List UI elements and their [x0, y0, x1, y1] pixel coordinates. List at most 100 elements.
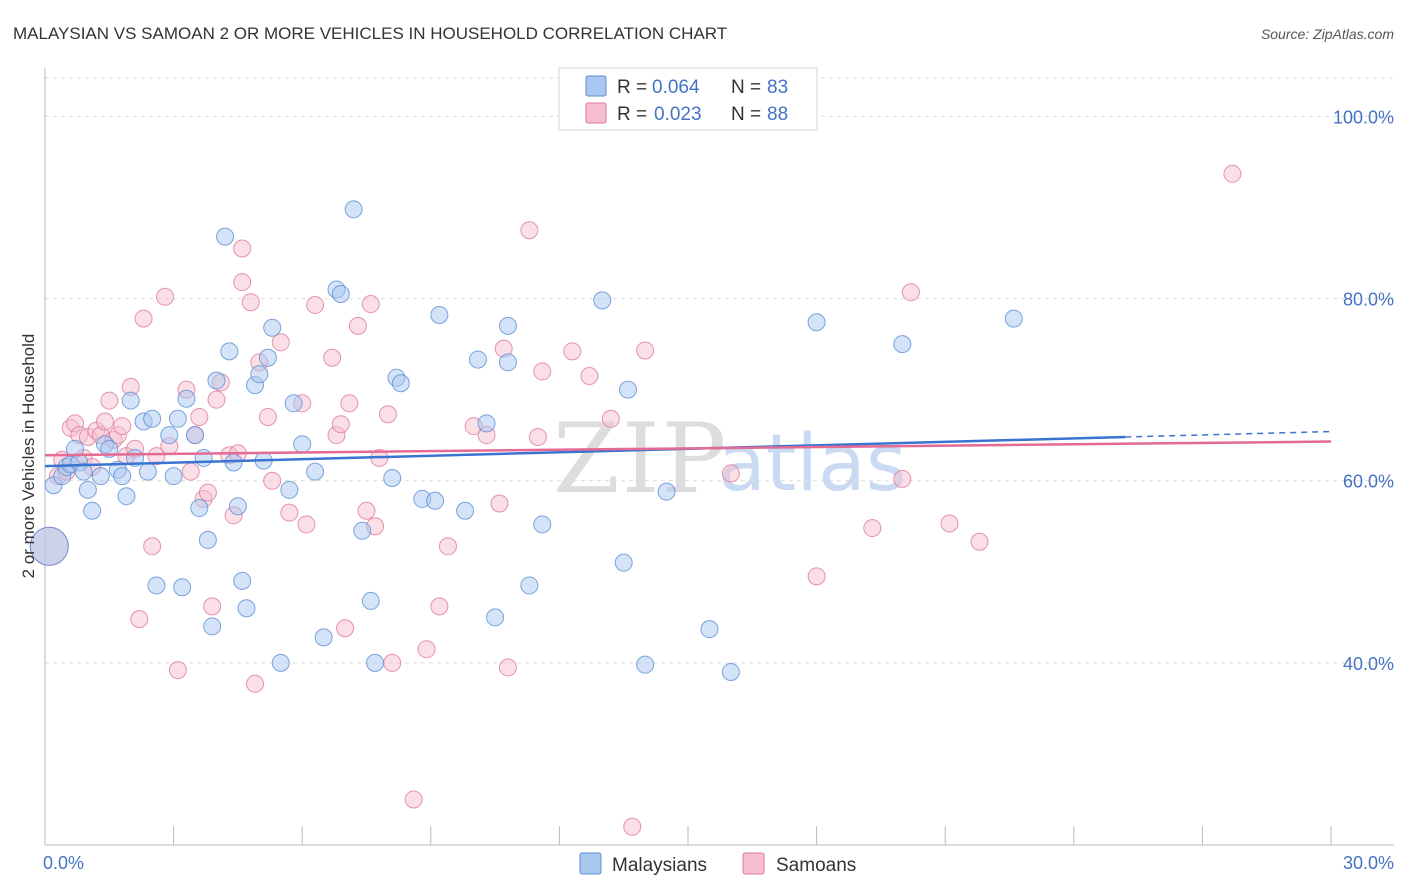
malaysian-point-70 [614, 553, 633, 572]
samoan-point-46 [280, 503, 299, 522]
malaysian-point-72 [636, 655, 655, 674]
samoan-point-11 [96, 412, 115, 431]
malaysian-points [29, 200, 1023, 681]
samoan-point-48 [297, 515, 316, 534]
malaysian-point-33 [220, 342, 239, 361]
samoan-point-19 [130, 610, 149, 629]
samoan-point-56 [357, 501, 376, 520]
malaysian-point-67 [520, 576, 539, 595]
samoan-point-43 [258, 407, 277, 426]
malaysian-point-44 [280, 480, 299, 499]
samoan-point-38 [233, 239, 252, 258]
legend-swatch-samoans [585, 102, 607, 124]
samoan-point-70 [498, 658, 517, 677]
malaysian-point-25 [177, 389, 196, 408]
legend-r-label-malaysians: R = [617, 77, 647, 98]
samoan-point-53 [336, 619, 355, 638]
samoan-point-78 [636, 341, 655, 360]
malaysian-point-55 [383, 468, 402, 487]
malaysian-point-43 [271, 653, 290, 672]
samoan-point-29 [190, 407, 209, 426]
samoan-point-49 [306, 295, 325, 314]
malaysian-point-37 [237, 599, 256, 618]
samoan-point-81 [863, 519, 882, 538]
malaysian-point-51 [344, 200, 363, 219]
bottom-legend-swatch-samoans [742, 852, 765, 875]
malaysian-point-59 [426, 491, 445, 510]
samoan-point-15 [113, 417, 132, 436]
malaysian-point-46 [293, 435, 312, 454]
x-tick-label-max: 30.0% [1343, 853, 1394, 873]
legend-swatch-malaysians [585, 75, 607, 97]
samoan-point-82 [893, 469, 912, 488]
y-tick-label-60: 60.0% [1343, 472, 1394, 492]
trendline-malaysians [44, 435, 1126, 468]
malaysian-point-31 [207, 371, 226, 390]
malaysian-point-79 [29, 526, 69, 566]
malaysian-point-34 [224, 453, 243, 472]
samoan-point-57 [361, 295, 380, 314]
malaysian-point-7 [78, 480, 97, 499]
malaysian-point-54 [366, 653, 385, 672]
malaysian-point-63 [477, 414, 496, 433]
malaysian-point-30 [203, 617, 222, 636]
malaysian-point-65 [498, 316, 517, 335]
legend-n-value-malaysians: 83 [767, 77, 788, 98]
malaysian-point-6 [74, 462, 93, 481]
bottom-legend-label-malaysians: Malaysians [612, 855, 707, 876]
malaysian-point-78 [1004, 309, 1023, 328]
samoan-point-23 [156, 287, 175, 306]
samoan-point-65 [438, 537, 457, 556]
legend-n-label-samoans: N = [731, 104, 761, 125]
trendline-malaysians-extension [1125, 430, 1332, 438]
malaysian-point-11 [100, 439, 119, 458]
samoan-point-31 [198, 483, 217, 502]
malaysian-point-23 [168, 409, 187, 428]
samoan-point-77 [623, 817, 642, 836]
watermark-atlas: atlas [718, 419, 907, 509]
malaysian-point-61 [456, 501, 475, 520]
samoan-point-64 [430, 597, 449, 616]
samoan-point-80 [807, 567, 826, 586]
malaysian-point-32 [216, 227, 235, 246]
malaysian-point-13 [113, 467, 132, 486]
samoan-point-27 [181, 462, 200, 481]
y-axis-title: 2 or more Vehicles in Household [19, 334, 38, 579]
watermark-zip: ZIP [553, 403, 728, 515]
malaysian-point-24 [173, 578, 192, 597]
samoan-point-45 [271, 333, 290, 352]
bottom-legend-label-samoans: Samoans [776, 855, 856, 876]
samoan-point-84 [940, 514, 959, 533]
malaysian-point-74 [700, 620, 719, 639]
samoan-point-20 [134, 309, 153, 328]
malaysian-point-48 [314, 628, 333, 647]
chart-title: MALAYSIAN VS SAMOAN 2 OR MORE VEHICLES I… [13, 24, 727, 43]
malaysian-point-53 [361, 591, 380, 610]
samoan-point-62 [404, 790, 423, 809]
malaysian-point-68 [533, 515, 552, 534]
samoan-point-32 [203, 597, 222, 616]
samoan-point-86 [1223, 164, 1242, 183]
malaysian-point-41 [258, 348, 277, 367]
malaysian-point-45 [284, 394, 303, 413]
legend-n-value-samoans: 88 [767, 104, 788, 125]
malaysian-point-73 [657, 482, 676, 501]
malaysian-point-27 [190, 499, 209, 518]
malaysian-point-75 [721, 662, 740, 681]
chart-source: Source: ZipAtlas.com [1261, 26, 1394, 42]
samoan-point-63 [417, 640, 436, 659]
malaysian-point-28 [194, 448, 213, 467]
malaysian-point-77 [893, 335, 912, 354]
samoan-point-85 [970, 532, 989, 551]
trendlines [44, 430, 1332, 468]
y-tick-label-100: 100.0% [1333, 107, 1394, 127]
malaysian-point-66 [498, 353, 517, 372]
malaysian-point-14 [117, 487, 136, 506]
malaysian-point-20 [147, 576, 166, 595]
samoan-point-68 [490, 494, 509, 513]
samoan-point-76 [601, 409, 620, 428]
samoan-point-52 [331, 415, 350, 434]
malaysian-point-8 [83, 501, 102, 520]
bottom-legend-swatch-malaysians [579, 852, 602, 875]
y-tick-label-80: 80.0% [1343, 290, 1394, 310]
